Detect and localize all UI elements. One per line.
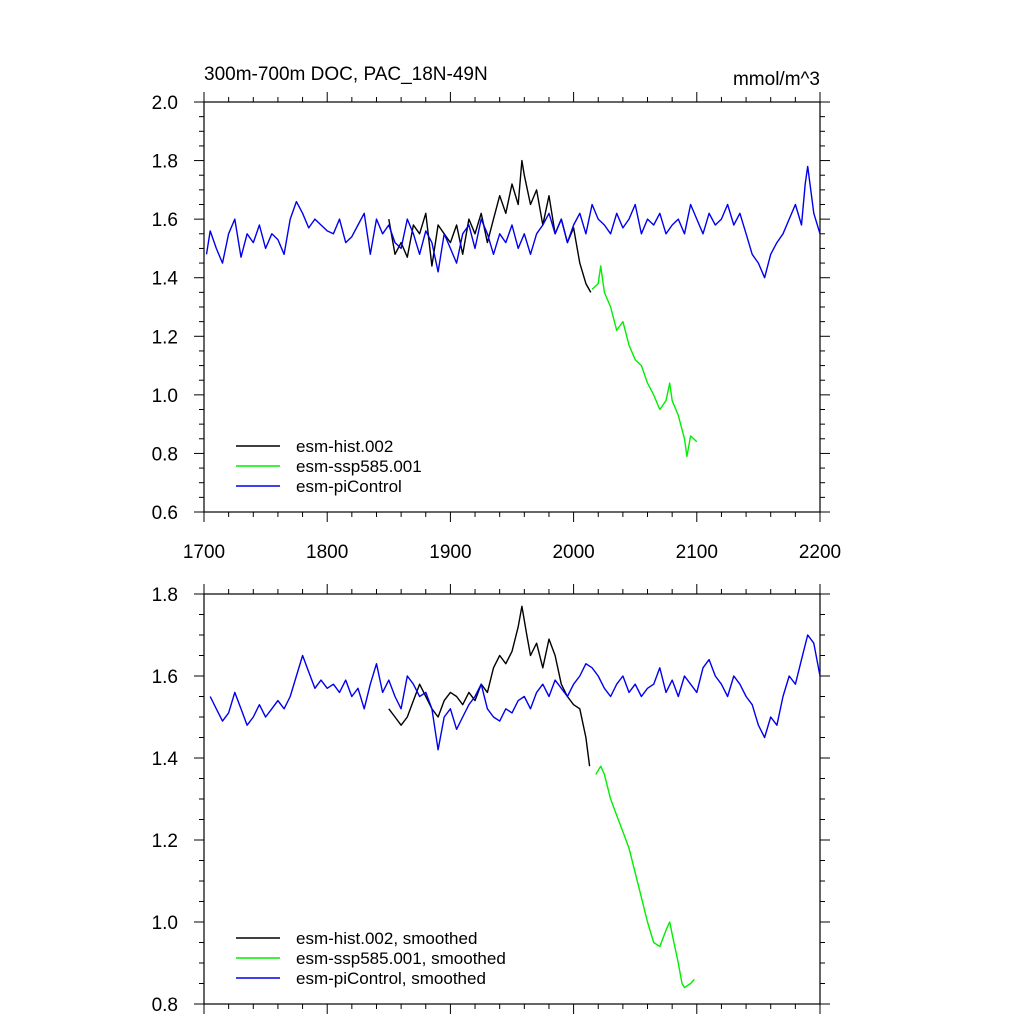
top-series-line-0: [388, 159, 592, 293]
bottom-legend-label: esm-piControl, smoothed: [296, 969, 486, 988]
top-y-tick-label: 0.8: [152, 444, 178, 465]
bottom-ticks: 0.8 1.0 1.2 1.4 1.6 1.8: [152, 584, 830, 1016]
bottom-series: [209, 605, 821, 989]
bottom-series-line-0: [388, 605, 591, 767]
bottom-y-tick-label: 1.0: [152, 913, 178, 934]
top-panel: 0.6 0.8 1.0 1.2 1.4 1.6 1.8 2.0 1700 1800 1900 2000…: [152, 92, 841, 563]
bottom-y-tick-label: 0.8: [152, 995, 178, 1016]
bottom-series-line-1: [595, 765, 695, 989]
top-y-tick-label: 1.4: [152, 269, 179, 290]
top-legend-label: esm-ssp585.001: [296, 457, 422, 476]
top-y-tick-label: 2.0: [152, 93, 178, 114]
top-x-tick-label: 1900: [429, 542, 471, 563]
top-series-line-1: [591, 265, 698, 458]
top-legend-label: esm-hist.002: [296, 437, 393, 456]
bottom-legend-label: esm-hist.002, smoothed: [296, 929, 477, 948]
bottom-y-tick-label: 1.8: [152, 585, 178, 606]
top-series: [205, 159, 821, 458]
top-x-tick-label: 1700: [183, 542, 225, 563]
top-series-line-2: [205, 165, 821, 279]
bottom-y-tick-label: 1.6: [152, 667, 178, 688]
top-x-tick-label: 2000: [552, 542, 594, 563]
bottom-y-tick-label: 1.4: [152, 749, 179, 770]
top-legend-label: esm-piControl: [296, 477, 402, 496]
top-y-tick-label: 1.0: [152, 386, 178, 407]
top-x-tick-label: 2200: [799, 542, 841, 563]
top-x-tick-label: 2100: [676, 542, 718, 563]
top-y-tick-label: 0.6: [152, 503, 178, 524]
bottom-legend-label: esm-ssp585.001, smoothed: [296, 949, 506, 968]
top-y-tick-label: 1.8: [152, 152, 178, 173]
chart-title: 300m-700m DOC, PAC_18N-49N: [204, 64, 488, 85]
units-label: mmol/m^3: [732, 69, 820, 90]
bottom-series-line-2: [209, 634, 821, 751]
top-x-tick-label: 1800: [306, 542, 348, 563]
bottom-panel: 0.8 1.0 1.2 1.4 1.6 1.8 esm-hist.002, smoothe…: [152, 584, 830, 1016]
top-ticks: 0.6 0.8 1.0 1.2 1.4 1.6 1.8 2.0 1700 1800 1900 2000…: [152, 92, 841, 563]
top-y-tick-label: 1.2: [152, 327, 178, 348]
bottom-y-tick-label: 1.2: [152, 831, 178, 852]
top-y-tick-label: 1.6: [152, 210, 178, 231]
